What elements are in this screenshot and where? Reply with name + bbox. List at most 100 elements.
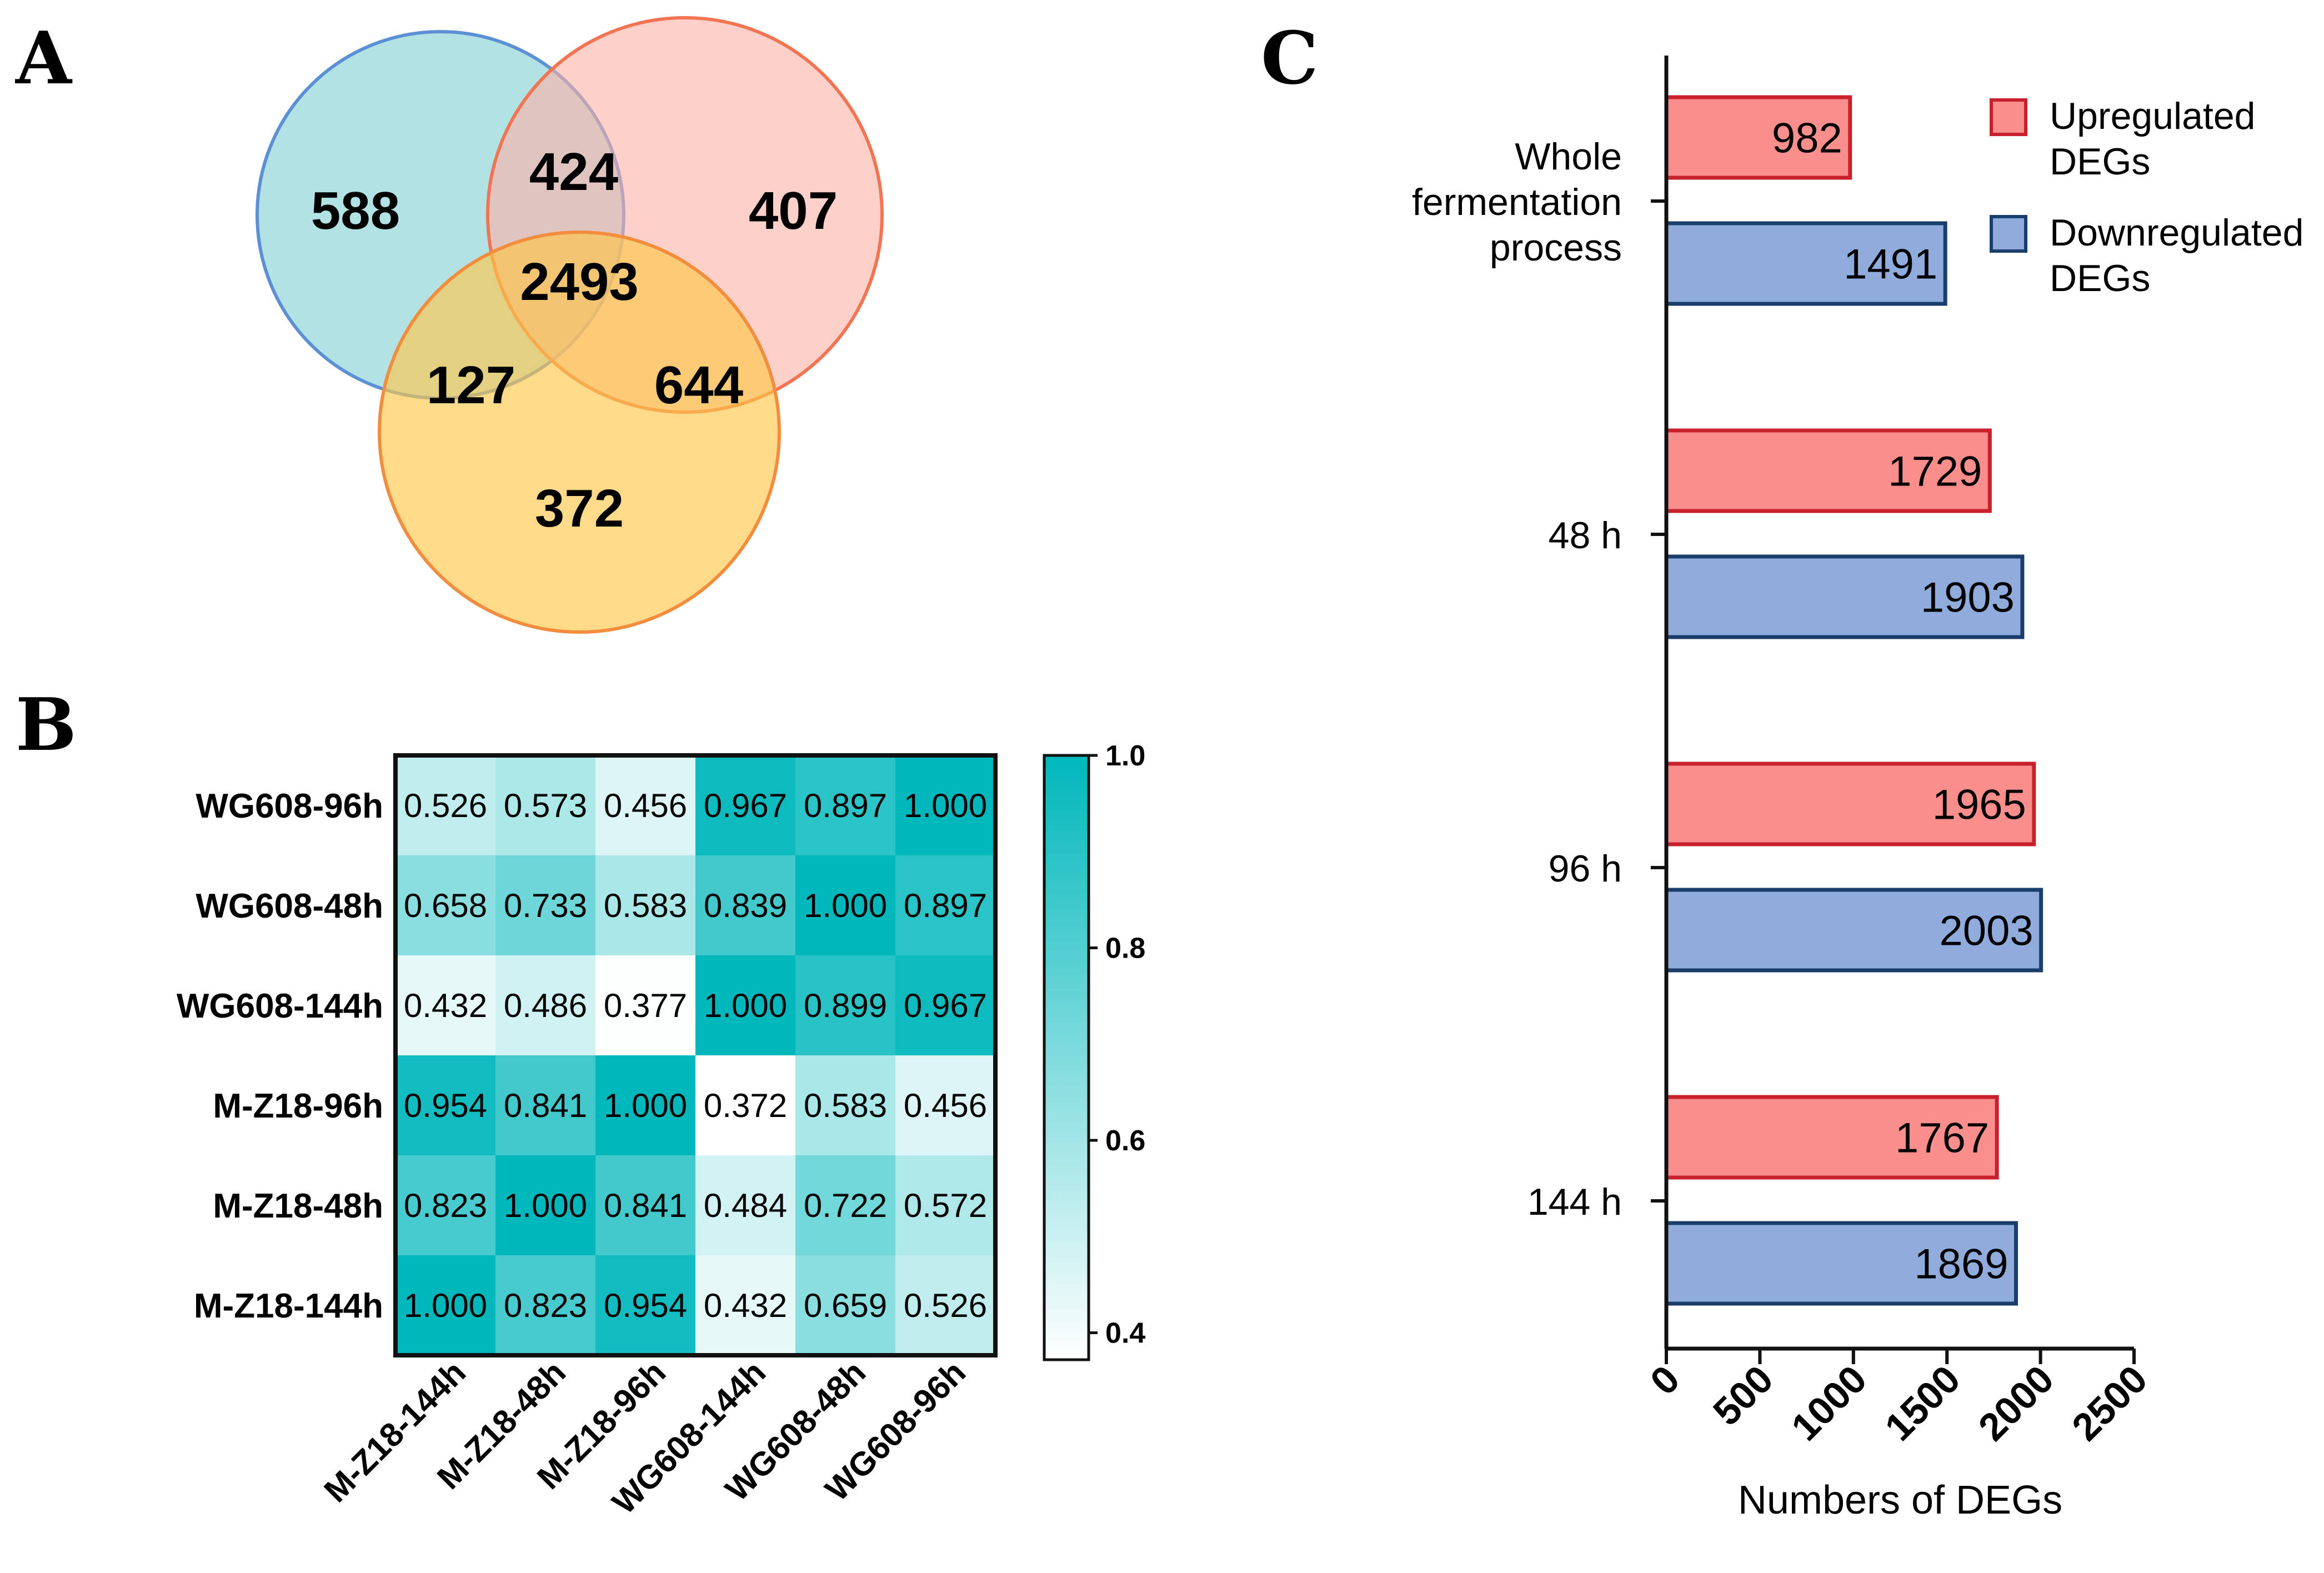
heatmap-cell-value: 0.841 [504, 1087, 587, 1124]
heatmap-cell [895, 755, 995, 855]
heatmap-cell-value: 0.954 [404, 1087, 487, 1124]
heatmap-cell [595, 855, 695, 955]
heatmap-cell-value: 0.823 [404, 1187, 487, 1224]
heatmap-cell [595, 1155, 695, 1255]
heatmap-row-label: WG608-48h [196, 887, 383, 925]
heatmap-cell [395, 955, 495, 1055]
heatmap-cell-value: 0.572 [904, 1187, 987, 1224]
heatmap-cell [895, 955, 995, 1055]
heatmap: 0.526 0.573 0.456 0.967 0.897 1.000 0.658 0.733… [177, 753, 998, 1521]
y-category-label: process [1490, 227, 1622, 269]
colorbar-tick-label: 1.0 [1105, 740, 1145, 772]
bar [1664, 888, 2043, 973]
heatmap-cell [895, 855, 995, 955]
y-category-label: 96 h [1549, 848, 1622, 890]
bar-value-label: 1965 [1932, 782, 2026, 829]
heatmap-cell [495, 1255, 595, 1355]
heatmap-cell [695, 1155, 795, 1255]
venn-set1-set3: 127 [427, 355, 515, 415]
heatmap-cell-value: 0.841 [604, 1187, 687, 1224]
legend-swatch [1990, 215, 2027, 253]
panel-letter-b: B [16, 682, 77, 767]
colorbar-tick-label: 0.6 [1105, 1125, 1145, 1157]
bar-value-label: 2003 [1940, 908, 2033, 955]
heatmap-cell-value: 0.897 [804, 787, 887, 824]
heatmap-border [393, 753, 998, 1357]
bar-value-label: 1767 [1895, 1115, 1989, 1162]
heatmap-cell-value: 1.000 [704, 987, 787, 1024]
heatmap-cell [595, 755, 695, 855]
heatmap-row-label: M-Z18-48h [213, 1187, 383, 1225]
heatmap-cell-value: 0.456 [604, 787, 687, 824]
heatmap-cell-value: 1.000 [504, 1187, 587, 1224]
heatmap-cell-value: 1.000 [904, 787, 987, 824]
bar [1664, 762, 2036, 846]
heatmap-cell [395, 1155, 495, 1255]
colorbar-tick-label: 0.4 [1105, 1317, 1145, 1349]
heatmap-cell [395, 755, 495, 855]
heatmap-cell [895, 1155, 995, 1255]
venn-set2-set3: 644 [654, 355, 743, 415]
y-category-label: 144 h [1527, 1181, 1622, 1223]
heatmap-cell [395, 1055, 495, 1155]
heatmap-cell [495, 1055, 595, 1155]
x-tick-label: 500 [1705, 1357, 1781, 1434]
heatmap-cell-value: 0.583 [804, 1087, 887, 1124]
heatmap-cell-value: 0.967 [904, 987, 987, 1024]
heatmap-cell [795, 855, 895, 955]
heatmap-cell [695, 1055, 795, 1155]
colorbar-gradient [1043, 754, 1090, 1361]
heatmap-cell-value: 0.484 [704, 1187, 787, 1224]
heatmap-cell-value: 0.377 [604, 987, 687, 1024]
heatmap-cell-value: 1.000 [404, 1287, 487, 1324]
heatmap-cell [695, 1255, 795, 1355]
heatmap-cell [795, 1155, 895, 1255]
legend-label: DEGs [2050, 141, 2150, 183]
bar [1664, 1221, 2018, 1306]
heatmap-cell-value: 0.526 [404, 787, 487, 824]
legend-label: Upregulated [2050, 95, 2255, 137]
venn-all-sets: 2493 [520, 252, 639, 312]
heatmap-cell [895, 1055, 995, 1155]
heatmap-cell-value: 0.733 [504, 887, 587, 924]
bar-value-label: 1491 [1844, 241, 1937, 288]
heatmap-cell-value: 0.967 [704, 787, 787, 824]
heatmap-cell [495, 855, 595, 955]
venn-diagram: 588 407 372 424 127 644 2493 [256, 16, 884, 634]
heatmap-cell-value: 0.486 [504, 987, 587, 1024]
heatmap-cell [495, 755, 595, 855]
x-tick-label: 2000 [1970, 1357, 2062, 1449]
heatmap-cell-value: 0.456 [904, 1087, 987, 1124]
heatmap-row-label: M-Z18-144h [194, 1287, 383, 1325]
heatmap-cell-value: 0.659 [804, 1287, 887, 1324]
heatmap-cell-value: 0.954 [604, 1287, 687, 1324]
y-category-label: fermentation [1412, 181, 1622, 223]
heatmap-cell-value: 0.583 [604, 887, 687, 924]
heatmap-cell [695, 955, 795, 1055]
heatmap-cell-value: 0.372 [704, 1087, 787, 1124]
heatmap-cell-value: 0.658 [404, 887, 487, 924]
legend-label: DEGs [2050, 257, 2150, 299]
heatmap-row-label: WG608-144h [177, 987, 383, 1025]
heatmap-cell-value: 1.000 [804, 887, 887, 924]
bar-value-label: 1903 [1921, 574, 2015, 622]
heatmap-cell-value: 0.839 [704, 887, 787, 924]
heatmap-cell [595, 1255, 695, 1355]
heatmap-cell-value: 0.573 [504, 787, 587, 824]
bar-value-label: 1729 [1888, 448, 1982, 495]
heatmap-cell-value: 0.432 [404, 987, 487, 1024]
heatmap-cell-value: 0.897 [904, 887, 987, 924]
venn-circle-set3 [378, 231, 781, 634]
heatmap-cell [395, 855, 495, 955]
heatmap-cell [795, 1055, 895, 1155]
heatmap-cell [595, 955, 695, 1055]
heatmap-colorbar: 1.0 0.8 0.6 0.4 [1043, 740, 1145, 1361]
heatmap-cell-value: 1.000 [604, 1087, 687, 1124]
bar [1664, 1095, 1999, 1180]
heatmap-cell-value: 0.899 [804, 987, 887, 1024]
x-tick-label: 1500 [1877, 1357, 1969, 1449]
heatmap-row-label: WG608-96h [196, 787, 383, 825]
legend-swatch [1990, 98, 2027, 136]
